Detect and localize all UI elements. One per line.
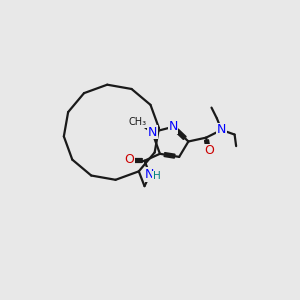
Text: N: N: [217, 123, 226, 136]
Text: O: O: [204, 144, 214, 157]
Text: H: H: [153, 171, 161, 181]
Text: O: O: [124, 154, 134, 166]
Text: CH₃: CH₃: [128, 117, 147, 127]
Text: N: N: [145, 168, 154, 181]
Text: N: N: [148, 126, 157, 139]
Text: N: N: [168, 120, 178, 134]
